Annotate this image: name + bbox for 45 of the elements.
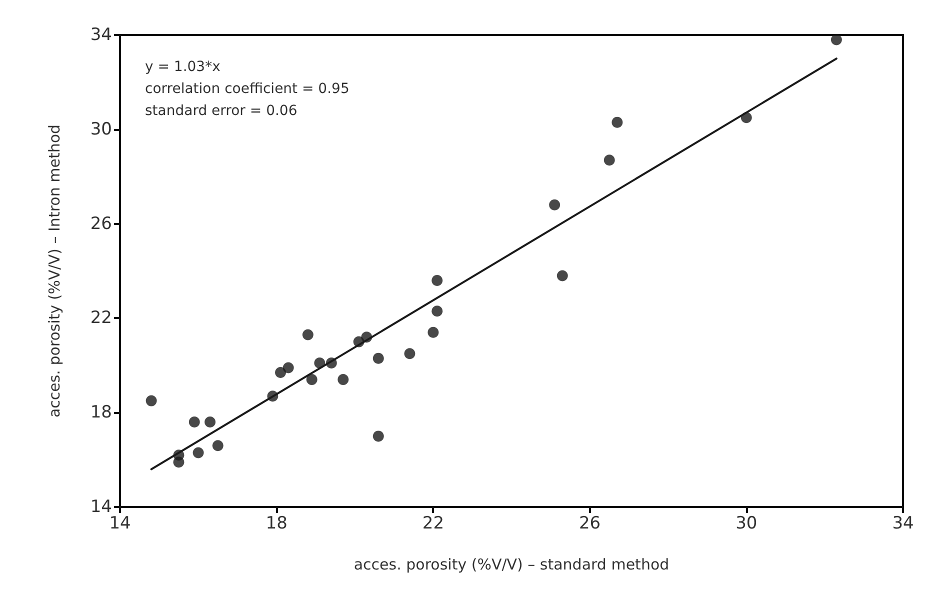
- point: [361, 332, 372, 343]
- point: [556, 270, 568, 282]
- annotation: correlation coefficient = 0.95: [145, 81, 350, 97]
- point: [353, 336, 364, 348]
- annotation: standard error = 0.06: [145, 103, 298, 119]
- point: [428, 326, 439, 338]
- point: [173, 456, 184, 468]
- point: [314, 358, 326, 369]
- y-axis-title: acces. porosity (%V/V) – Intron method: [46, 124, 64, 418]
- x-tick-label: 22: [422, 514, 444, 534]
- point: [146, 395, 157, 406]
- point: [267, 390, 278, 402]
- point: [404, 348, 416, 360]
- point: [302, 329, 314, 340]
- x-tick-label: 14: [109, 514, 131, 534]
- annotation: y = 1.03*x: [145, 59, 220, 75]
- x-tick-label: 34: [892, 514, 914, 534]
- point: [204, 416, 216, 428]
- point: [212, 440, 224, 452]
- point: [192, 447, 204, 458]
- y-tick-label: 14: [90, 497, 112, 517]
- point: [326, 358, 337, 369]
- point: [432, 274, 443, 286]
- point: [604, 154, 615, 166]
- point: [612, 116, 623, 128]
- point: [282, 362, 294, 374]
- x-tick-label: 26: [578, 514, 601, 534]
- point: [432, 306, 443, 317]
- point: [306, 374, 318, 386]
- point: [188, 416, 200, 428]
- y-tick-label: 22: [90, 308, 112, 328]
- x-tick-label: 18: [266, 514, 288, 534]
- point: [549, 199, 560, 210]
- y-tick-label: 34: [90, 25, 112, 45]
- point: [338, 374, 349, 386]
- y-tick-label: 26: [90, 214, 112, 234]
- point: [830, 34, 842, 46]
- point: [275, 366, 286, 378]
- x-axis-title: acces. porosity (%V/V) – standard method: [354, 556, 670, 574]
- y-tick-label: 18: [90, 402, 112, 423]
- point: [372, 430, 384, 442]
- x-tick-label: 30: [736, 514, 758, 534]
- point: [372, 352, 384, 364]
- y-tick-label: 30: [90, 119, 112, 140]
- point: [740, 112, 752, 124]
